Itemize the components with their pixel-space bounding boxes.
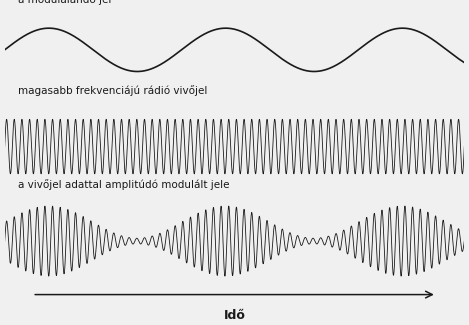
Text: Idő: Idő bbox=[224, 309, 245, 322]
Text: a modulálandó jel: a modulálandó jel bbox=[18, 0, 112, 5]
Text: magasabb frekvenciájú rádió vivőjel: magasabb frekvenciájú rádió vivőjel bbox=[18, 85, 208, 96]
Text: a vivőjel adattal amplitúdó modulált jele: a vivőjel adattal amplitúdó modulált jel… bbox=[18, 179, 230, 190]
